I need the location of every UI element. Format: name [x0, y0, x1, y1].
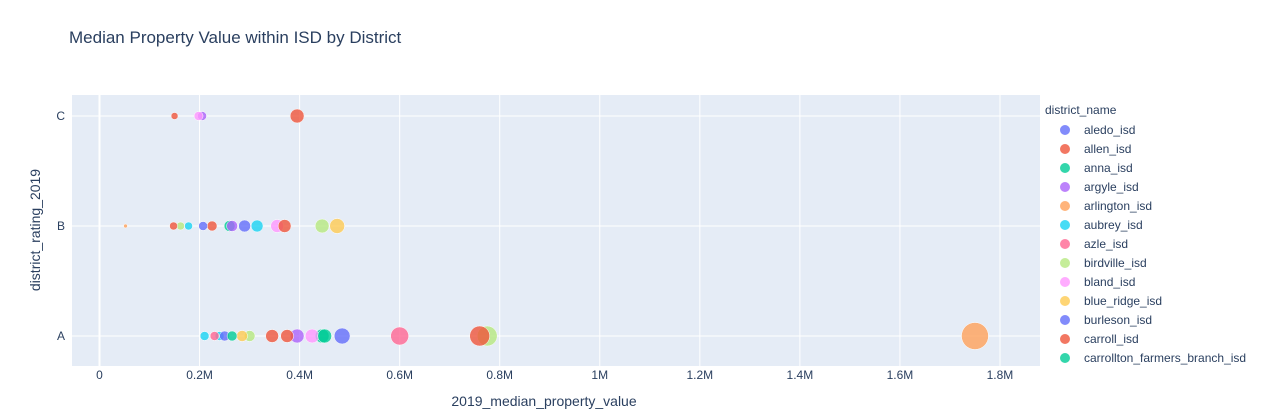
legend-swatch	[1060, 257, 1070, 268]
x-tick-label: 0.6M	[386, 368, 413, 382]
legend-item-carroll_isd[interactable]: carroll_isd	[1045, 329, 1274, 348]
data-point-argyle_isd[interactable]	[226, 220, 238, 232]
x-tick-labels: 0 0.2M 0.4M 0.6M 0.8M 1M 1.2M 1.4M 1.6M 1.8M	[96, 368, 1013, 382]
data-point-azle_isd[interactable]	[390, 326, 409, 346]
legend-swatch	[1060, 238, 1070, 249]
legend-item-aledo_isd[interactable]: aledo_isd	[1045, 120, 1274, 139]
data-point-aledo_isd[interactable]	[238, 219, 251, 233]
grid-layer	[72, 95, 1040, 366]
legend-swatch	[1060, 181, 1070, 192]
legend-label: anna_isd	[1084, 160, 1133, 175]
data-point-arlington_isd[interactable]	[961, 322, 989, 350]
legend-label: blue_ridge_isd	[1084, 293, 1163, 308]
legend-swatch	[1060, 200, 1070, 211]
legend-swatch	[1060, 295, 1070, 306]
y-axis-label: district_rating_2019	[27, 169, 43, 291]
data-point-carroll_isd[interactable]	[280, 329, 294, 343]
legend-item-allen_isd[interactable]: allen_isd	[1045, 139, 1274, 158]
legend-label: azle_isd	[1084, 236, 1129, 251]
data-point-allen_isd[interactable]	[206, 220, 218, 232]
legend-swatch	[1060, 124, 1070, 135]
x-tick-label: 0.2M	[186, 368, 213, 382]
data-point-burleson_isd[interactable]	[198, 221, 208, 231]
data-point-carrollton_farmers_branch_isd[interactable]	[226, 330, 238, 342]
data-point-carrollton_farmers_branch_isd[interactable]	[317, 328, 332, 344]
legend-swatch	[1060, 352, 1070, 363]
legend-item-arlington_isd[interactable]: arlington_isd	[1045, 196, 1274, 215]
data-point-allen_isd[interactable]	[289, 108, 305, 124]
data-point-carroll_isd[interactable]	[469, 325, 490, 347]
legend-label: arlington_isd	[1084, 198, 1153, 213]
legend-item-birdville_isd[interactable]: birdville_isd	[1045, 253, 1274, 272]
data-point-blue_ridge_isd[interactable]	[329, 218, 345, 234]
data-point-carroll_isd[interactable]	[169, 221, 178, 231]
x-tick-label: 1M	[591, 368, 608, 382]
legend-label: burleson_isd	[1084, 312, 1153, 327]
x-axis-label: 2019_median_property_value	[451, 393, 636, 409]
legend-item-burleson_isd[interactable]: burleson_isd	[1045, 310, 1274, 329]
data-point-birdville_isd[interactable]	[314, 218, 330, 234]
y-tick-label: C	[56, 109, 65, 123]
x-tick-label: 1.2M	[686, 368, 713, 382]
x-tick-label: 1.8M	[987, 368, 1014, 382]
legend-swatch	[1060, 162, 1070, 173]
y-tick-labels: A B C	[56, 109, 65, 343]
data-point-aubrey_isd[interactable]	[184, 221, 193, 231]
legend-swatch	[1060, 276, 1070, 287]
legend-swatch	[1060, 314, 1070, 325]
data-point-aledo_isd[interactable]	[333, 327, 351, 345]
legend-item-blue_ridge_isd[interactable]: blue_ridge_isd	[1045, 291, 1274, 310]
data-point-aubrey_isd[interactable]	[199, 331, 210, 341]
data-point-allen_isd[interactable]	[265, 329, 279, 343]
legend-item-argyle_isd[interactable]: argyle_isd	[1045, 177, 1274, 196]
legend-item-azle_isd[interactable]: azle_isd	[1045, 234, 1274, 253]
chart-title: Median Property Value within ISD by Dist…	[69, 28, 402, 47]
data-point-aubrey_isd[interactable]	[250, 219, 264, 233]
data-point-bland_isd[interactable]	[304, 328, 320, 344]
data-point-bland_isd[interactable]	[193, 111, 204, 121]
legend-label: carrollton_farmers_branch_isd	[1084, 350, 1247, 365]
data-point-arlington_isd[interactable]	[123, 223, 128, 229]
legend-item-anna_isd[interactable]: anna_isd	[1045, 158, 1274, 177]
legend-label: aledo_isd	[1084, 122, 1136, 137]
legend-title: district_name	[1045, 103, 1117, 117]
legend-label: argyle_isd	[1084, 179, 1139, 194]
legend-item-carrollton_farmers_branch_isd[interactable]: carrollton_farmers_branch_isd	[1045, 348, 1274, 367]
legend-label: birdville_isd	[1084, 255, 1147, 270]
data-point-azle_isd[interactable]	[209, 331, 220, 341]
x-tick-label: 0	[96, 368, 103, 382]
legend-swatch	[1060, 219, 1070, 230]
legend-item-bland_isd[interactable]: bland_isd	[1045, 272, 1274, 291]
legend-swatch	[1060, 143, 1070, 154]
x-tick-label: 1.4M	[787, 368, 814, 382]
legend: district_name aledo_isd allen_isd anna_isd…	[1045, 103, 1274, 367]
data-points[interactable]	[123, 108, 989, 350]
y-tick-label: A	[57, 329, 65, 343]
legend-item-aubrey_isd[interactable]: aubrey_isd	[1045, 215, 1274, 234]
data-point-carroll_isd[interactable]	[170, 112, 179, 120]
legend-swatch	[1060, 333, 1070, 344]
legend-label: bland_isd	[1084, 274, 1136, 289]
y-tick-label: B	[57, 219, 65, 233]
x-tick-label: 1.6M	[887, 368, 914, 382]
legend-label: carroll_isd	[1084, 331, 1139, 346]
data-point-blue_ridge_isd[interactable]	[236, 330, 248, 342]
x-tick-label: 0.8M	[486, 368, 513, 382]
legend-label: aubrey_isd	[1084, 217, 1143, 232]
plot-background	[72, 95, 1040, 366]
legend-label: allen_isd	[1084, 141, 1132, 156]
data-point-carroll_isd[interactable]	[277, 219, 292, 233]
x-tick-label: 0.4M	[286, 368, 313, 382]
